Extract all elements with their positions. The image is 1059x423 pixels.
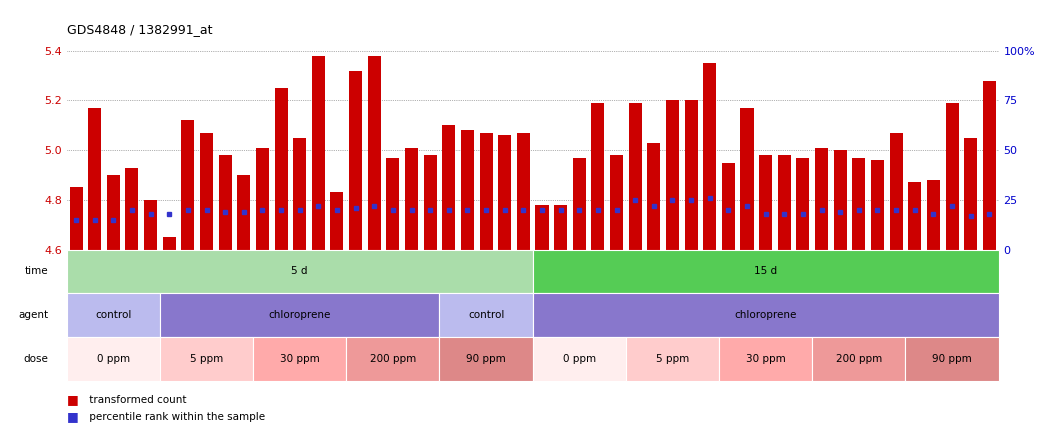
Bar <box>647 143 661 250</box>
Bar <box>443 125 455 250</box>
Text: 200 ppm: 200 ppm <box>370 354 416 364</box>
Text: 5 d: 5 d <box>291 266 308 277</box>
Bar <box>626 337 719 381</box>
Bar <box>387 158 399 250</box>
Text: control: control <box>95 310 131 320</box>
Bar <box>498 135 511 250</box>
Bar <box>777 155 791 250</box>
Bar <box>815 148 828 250</box>
Bar <box>144 200 157 250</box>
Text: 0 ppm: 0 ppm <box>96 354 130 364</box>
Bar <box>424 155 436 250</box>
Bar <box>722 162 735 250</box>
Bar <box>964 138 977 250</box>
Text: 90 ppm: 90 ppm <box>466 354 506 364</box>
Bar <box>88 108 102 250</box>
Bar <box>533 337 626 381</box>
Bar <box>554 205 568 250</box>
Bar <box>610 155 623 250</box>
Bar <box>293 138 306 250</box>
Bar <box>67 250 533 293</box>
Bar <box>253 337 346 381</box>
Bar <box>330 192 343 250</box>
Bar <box>666 101 679 250</box>
Bar <box>181 121 195 250</box>
Bar <box>517 133 530 250</box>
Text: 0 ppm: 0 ppm <box>562 354 596 364</box>
Text: 5 ppm: 5 ppm <box>656 354 689 364</box>
Text: dose: dose <box>23 354 48 364</box>
Bar <box>684 101 698 250</box>
Bar <box>439 337 533 381</box>
Bar <box>461 130 474 250</box>
Text: percentile rank within the sample: percentile rank within the sample <box>86 412 265 422</box>
Text: 30 ppm: 30 ppm <box>746 354 786 364</box>
Bar <box>125 168 139 250</box>
Text: 30 ppm: 30 ppm <box>280 354 320 364</box>
Text: 90 ppm: 90 ppm <box>932 354 972 364</box>
Text: chloroprene: chloroprene <box>735 310 796 320</box>
Bar <box>946 103 958 250</box>
Bar <box>237 175 250 250</box>
Text: chloroprene: chloroprene <box>269 310 330 320</box>
Bar <box>812 337 905 381</box>
Bar <box>703 63 716 250</box>
Bar <box>439 293 533 337</box>
Bar <box>533 293 999 337</box>
Text: 5 ppm: 5 ppm <box>190 354 223 364</box>
Bar <box>833 150 847 250</box>
Bar <box>274 88 288 250</box>
Text: 15 d: 15 d <box>754 266 777 277</box>
Text: agent: agent <box>18 310 48 320</box>
Text: GDS4848 / 1382991_at: GDS4848 / 1382991_at <box>67 23 212 36</box>
Bar <box>70 187 83 250</box>
Bar <box>573 158 586 250</box>
Bar <box>256 148 269 250</box>
Text: ■: ■ <box>67 393 78 406</box>
Bar <box>163 237 176 250</box>
Bar <box>349 71 362 250</box>
Bar <box>719 337 812 381</box>
Bar <box>591 103 605 250</box>
Text: ■: ■ <box>67 410 78 423</box>
Text: transformed count: transformed count <box>86 395 186 405</box>
Bar <box>67 293 160 337</box>
Bar <box>200 133 213 250</box>
Bar <box>367 56 381 250</box>
Bar <box>107 175 120 250</box>
Bar <box>909 182 921 250</box>
Bar <box>927 180 940 250</box>
Bar <box>346 337 439 381</box>
Bar <box>536 205 549 250</box>
Bar <box>218 155 232 250</box>
Text: control: control <box>468 310 504 320</box>
Bar <box>160 293 439 337</box>
Bar <box>759 155 772 250</box>
Bar <box>983 81 995 250</box>
Bar <box>533 250 999 293</box>
Bar <box>67 337 160 381</box>
Bar <box>740 108 754 250</box>
Bar <box>311 56 325 250</box>
Bar <box>870 160 884 250</box>
Bar <box>629 103 642 250</box>
Bar <box>160 337 253 381</box>
Bar <box>890 133 902 250</box>
Bar <box>405 148 418 250</box>
Bar <box>905 337 999 381</box>
Bar <box>796 158 809 250</box>
Text: 200 ppm: 200 ppm <box>836 354 882 364</box>
Bar <box>852 158 865 250</box>
Bar <box>480 133 492 250</box>
Text: time: time <box>24 266 48 277</box>
